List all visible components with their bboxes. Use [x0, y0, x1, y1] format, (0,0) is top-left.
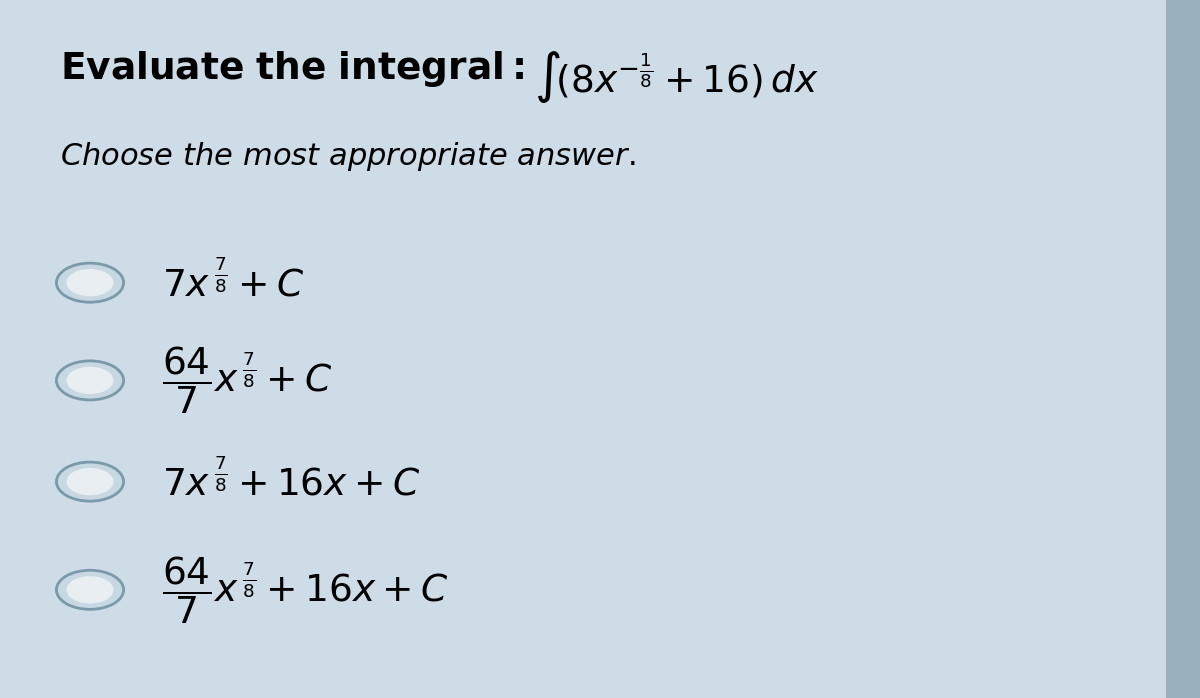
Circle shape	[66, 269, 114, 297]
Circle shape	[66, 366, 114, 394]
Circle shape	[56, 570, 124, 609]
Text: $\dfrac{64}{7}x^{\,\frac{7}{8}}+C$: $\dfrac{64}{7}x^{\,\frac{7}{8}}+C$	[162, 345, 332, 416]
Circle shape	[66, 468, 114, 496]
Bar	[1166, 0, 1200, 698]
Circle shape	[56, 462, 124, 501]
Text: $\dfrac{64}{7}x^{\,\frac{7}{8}}+16x+C$: $\dfrac{64}{7}x^{\,\frac{7}{8}}+16x+C$	[162, 554, 449, 625]
Text: $\int\!(8x^{-\frac{1}{8}}+16)\,dx$: $\int\!(8x^{-\frac{1}{8}}+16)\,dx$	[534, 49, 818, 105]
Circle shape	[66, 576, 114, 604]
Text: $\bf{Evaluate\ the\ integral:}$: $\bf{Evaluate\ the\ integral:}$	[60, 49, 524, 89]
Text: $7x^{\,\frac{7}{8}}+C$: $7x^{\,\frac{7}{8}}+C$	[162, 261, 304, 304]
Circle shape	[56, 361, 124, 400]
Circle shape	[56, 263, 124, 302]
Text: $7x^{\,\frac{7}{8}}+16x+C$: $7x^{\,\frac{7}{8}}+16x+C$	[162, 460, 420, 503]
Text: $\it{Choose\ the\ most\ appropriate\ answer.}$: $\it{Choose\ the\ most\ appropriate\ ans…	[60, 140, 636, 172]
